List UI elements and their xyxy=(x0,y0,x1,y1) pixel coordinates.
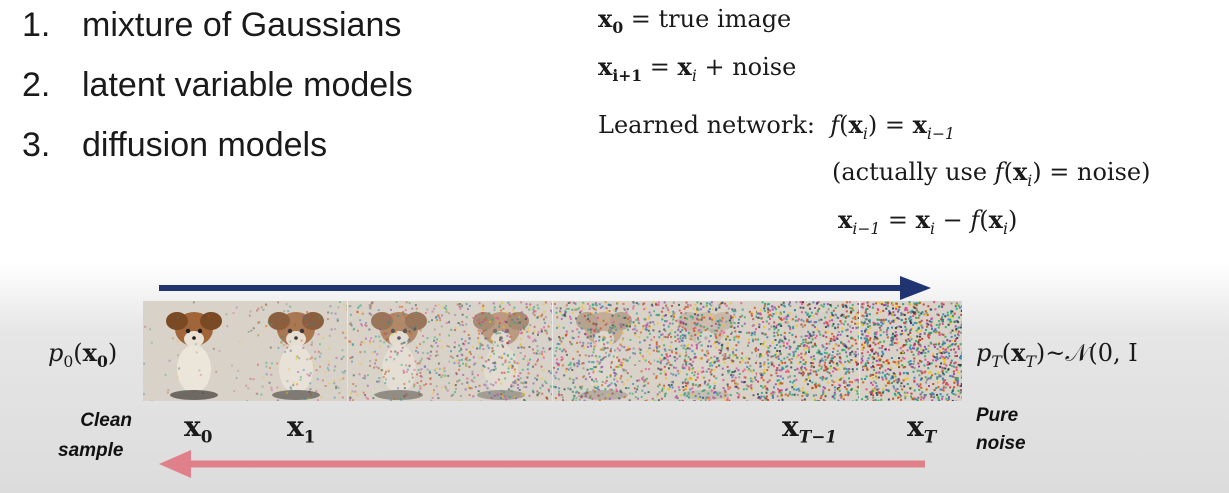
frame-image xyxy=(552,301,655,401)
noise-layer xyxy=(655,301,757,401)
frame-image xyxy=(757,301,860,401)
forward-diffusion-arrow xyxy=(159,276,931,300)
diffusion-frame xyxy=(655,301,757,401)
frame-image xyxy=(245,301,348,401)
list-text: latent variable models xyxy=(82,66,413,104)
frame-image xyxy=(143,301,245,401)
diffusion-frame xyxy=(347,301,450,401)
reverse-denoising-arrow xyxy=(159,450,925,478)
noise-distribution-label: pT(xT)~𝒩(0, I xyxy=(976,338,1138,371)
noise-layer xyxy=(552,301,655,401)
list-number: 1. xyxy=(22,6,51,44)
clean-sample-caption-line2: sample xyxy=(58,440,124,461)
list-number: 3. xyxy=(22,126,51,164)
list-number: 2. xyxy=(22,66,51,104)
frame-image xyxy=(347,301,450,401)
frame-label-xT-1: xT−1 xyxy=(782,410,837,447)
diffusion-frame xyxy=(450,301,553,401)
diffusion-frame xyxy=(143,301,245,401)
list-item: 1. mixture of Gaussians xyxy=(22,6,401,45)
clean-sample-caption: Clean xyxy=(80,410,132,431)
dog-figure xyxy=(473,312,530,400)
frame-image xyxy=(655,301,757,401)
pure-noise-caption: Pure noise xyxy=(976,405,1026,454)
frame-image xyxy=(859,301,962,401)
equation-update-rule: xi−1 = xi − f(xi) xyxy=(838,205,1018,238)
equation-actually-use: (actually use f(xi) = noise) xyxy=(832,157,1151,190)
noise-layer xyxy=(757,301,860,401)
diffusion-frame xyxy=(757,301,860,401)
equation-learned-network: Learned network: f(xi) = xi−1 xyxy=(598,110,955,143)
frame-label-xT: xT xyxy=(907,410,937,447)
dog-figure xyxy=(268,312,325,400)
list-item: 2. latent variable models xyxy=(22,66,413,105)
diffusion-frame xyxy=(552,301,655,401)
frame-label-x1: x1 xyxy=(287,410,316,447)
diffusion-image-strip xyxy=(143,301,962,401)
list-item: 3. diffusion models xyxy=(22,126,327,165)
noise-layer xyxy=(143,301,241,401)
diffusion-frame xyxy=(245,301,348,401)
frame-label-x0: x0 xyxy=(184,410,213,447)
frame-image xyxy=(450,301,553,401)
list-text: mixture of Gaussians xyxy=(82,6,402,44)
noise-layer xyxy=(859,301,962,401)
equation-add-noise: xi+1 = xi + noise xyxy=(598,52,797,85)
noise-layer xyxy=(245,301,348,401)
dog-figure xyxy=(166,312,222,400)
list-text: diffusion models xyxy=(82,126,328,164)
noise-layer xyxy=(347,301,450,401)
equation-true-image: x0 = true image xyxy=(598,4,792,37)
noise-layer xyxy=(450,301,553,401)
clean-distribution-label: p0(x0) xyxy=(48,338,118,371)
diffusion-frame xyxy=(859,301,962,401)
